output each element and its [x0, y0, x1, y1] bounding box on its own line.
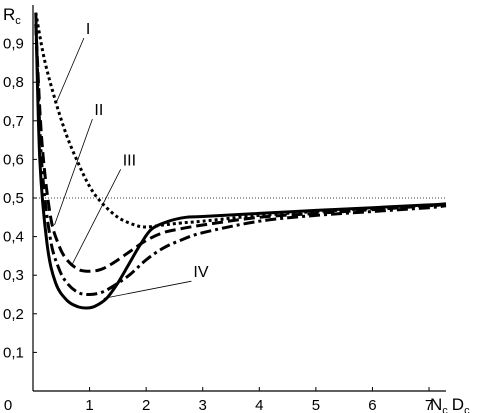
y-tick-label: 0,2 — [3, 306, 24, 323]
series-label-leader-2 — [54, 118, 93, 226]
y-axis-label: Rc — [3, 5, 21, 27]
x-axis-label: Nc Dc — [430, 395, 470, 413]
y-tick-label: 0,9 — [3, 36, 24, 53]
x-tick-label: 4 — [255, 397, 263, 413]
series-line-1 — [34, 12, 447, 229]
x-tick-label: 2 — [142, 397, 150, 413]
y-tick-label: 0,6 — [3, 151, 24, 168]
y-axis-label-main: R — [3, 5, 15, 24]
x-tick-label: 5 — [312, 397, 320, 413]
x-axis-label-main-1: N — [430, 395, 442, 413]
x-axis-label-main-2: D — [452, 395, 464, 413]
series-group — [34, 12, 447, 310]
x-tick-label: 6 — [368, 397, 376, 413]
series-label-2: II — [94, 102, 103, 119]
series-label-1: I — [86, 21, 90, 38]
y-tick-label: 0,8 — [3, 74, 24, 91]
tick-label-group: 0 1 2 3 4 5 6 7 0,1 0,2 0,3 0,4 0,5 0,6 0,7 0,8 0,9 — [3, 36, 433, 413]
x-tick-label: 3 — [199, 397, 207, 413]
series-line-4 — [34, 12, 447, 310]
series-label-4: IV — [193, 264, 208, 281]
y-tick-label: 0,5 — [3, 190, 24, 207]
y-tick-label: 0,7 — [3, 113, 24, 130]
y-tick-label: 0,3 — [3, 267, 24, 284]
series-label-leader-1 — [56, 37, 85, 102]
y-tick-label: 0,1 — [3, 344, 24, 361]
series-line-3 — [34, 24, 447, 297]
series-label-leader-3 — [72, 169, 122, 264]
y-tick-label: 0,4 — [3, 229, 24, 246]
y-axis-label-sub: c — [15, 15, 21, 27]
x-tick-label: 1 — [85, 397, 93, 413]
x-axis-label-sub-1: c — [442, 405, 448, 413]
x-tick-label: 7 — [425, 397, 433, 413]
x-axis-label-sub-2: c — [464, 405, 470, 413]
x-tick-label: 0 — [4, 397, 12, 413]
series-line-2 — [34, 24, 447, 273]
series-label-3: III — [123, 152, 136, 169]
series-label-leader-4 — [103, 280, 192, 299]
